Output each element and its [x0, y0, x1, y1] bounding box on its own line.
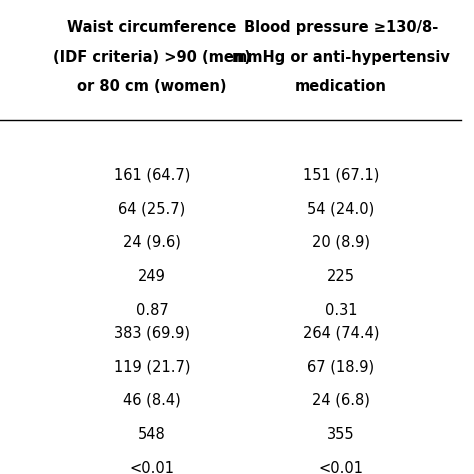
Text: (IDF criteria) >90 (men): (IDF criteria) >90 (men) [53, 50, 251, 64]
Text: <0.01: <0.01 [129, 461, 174, 474]
Text: 249: 249 [138, 269, 166, 284]
Text: 264 (74.4): 264 (74.4) [302, 325, 379, 340]
Text: mmHg or anti-hypertensiv: mmHg or anti-hypertensiv [232, 50, 450, 64]
Text: 20 (8.9): 20 (8.9) [312, 235, 370, 250]
Text: 225: 225 [327, 269, 355, 284]
Text: 161 (64.7): 161 (64.7) [114, 167, 190, 182]
Text: or 80 cm (women): or 80 cm (women) [77, 79, 227, 94]
Text: 67 (18.9): 67 (18.9) [307, 359, 374, 374]
Text: 24 (9.6): 24 (9.6) [123, 235, 181, 250]
Text: 119 (21.7): 119 (21.7) [114, 359, 190, 374]
Text: 383 (69.9): 383 (69.9) [114, 325, 190, 340]
Text: 54 (24.0): 54 (24.0) [307, 201, 374, 216]
Text: 355: 355 [327, 427, 355, 442]
Text: Waist circumference: Waist circumference [67, 20, 237, 36]
Text: 0.87: 0.87 [136, 302, 168, 318]
Text: medication: medication [295, 79, 387, 94]
Text: 64 (25.7): 64 (25.7) [118, 201, 186, 216]
Text: 548: 548 [138, 427, 166, 442]
Text: Blood pressure ≥130/8-: Blood pressure ≥130/8- [244, 20, 438, 36]
Text: 24 (6.8): 24 (6.8) [312, 393, 370, 408]
Text: 46 (8.4): 46 (8.4) [123, 393, 181, 408]
Text: 151 (67.1): 151 (67.1) [302, 167, 379, 182]
Text: <0.01: <0.01 [319, 461, 364, 474]
Text: 0.31: 0.31 [325, 302, 357, 318]
